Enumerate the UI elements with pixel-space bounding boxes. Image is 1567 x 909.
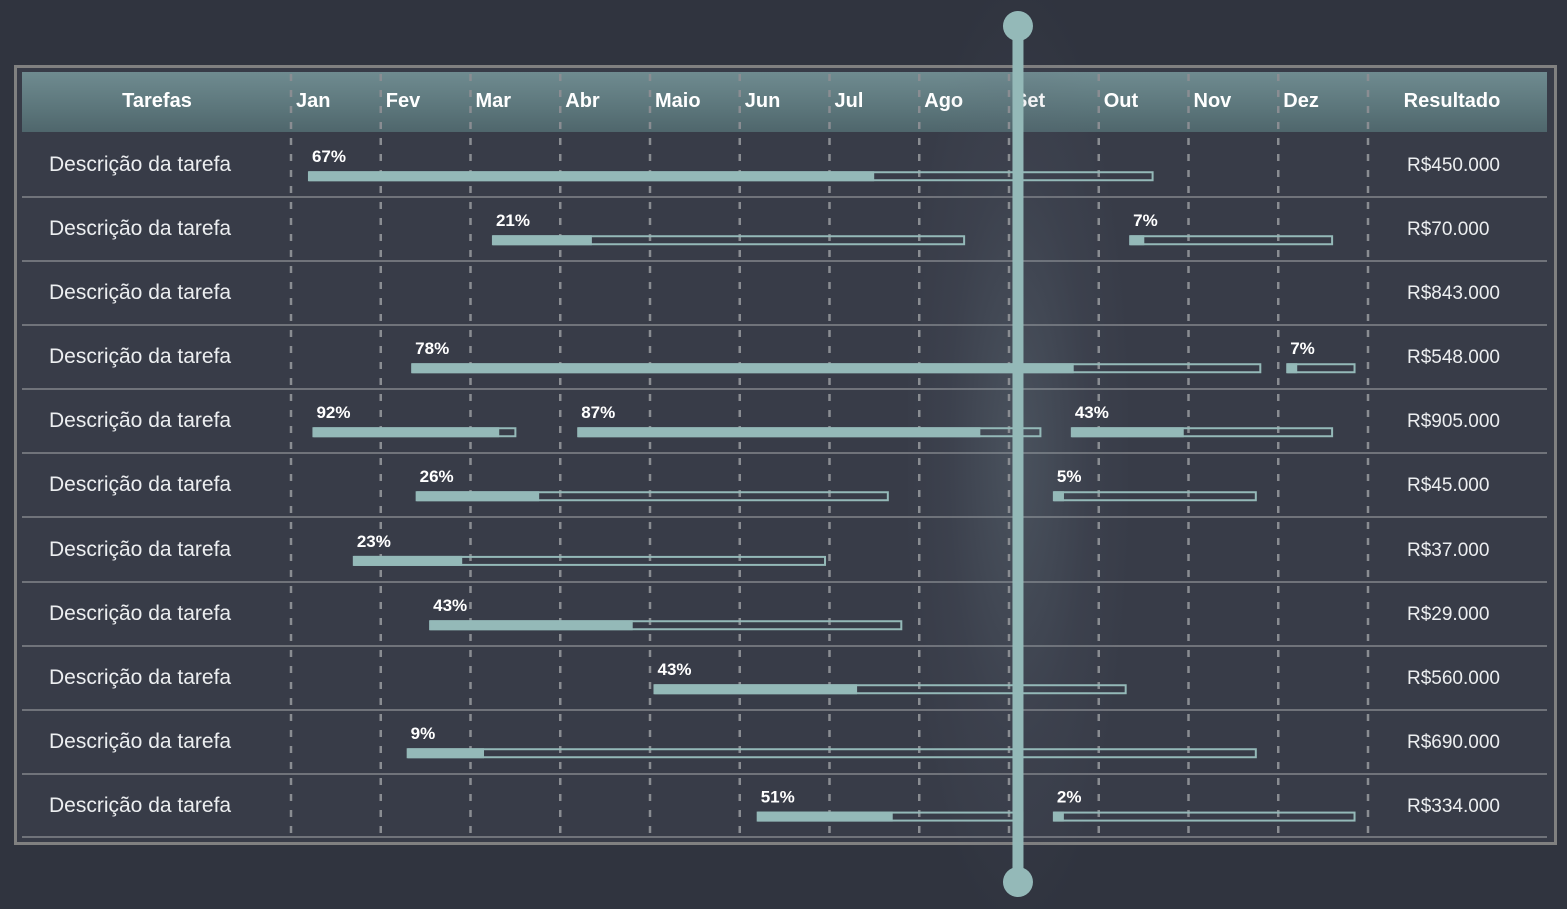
progress-label: 7% <box>1133 211 1158 230</box>
task-description: Descrição da tarefa <box>49 666 232 689</box>
result-value: R$548.000 <box>1407 347 1500 368</box>
gantt-table-frame <box>14 65 1557 845</box>
result-value: R$37.000 <box>1407 539 1490 561</box>
task-bar-progress <box>313 427 500 438</box>
month-label: Abr <box>565 90 600 112</box>
task-bar-progress <box>407 748 485 759</box>
progress-label: 87% <box>581 403 615 422</box>
task-bar-progress <box>1130 235 1145 246</box>
task-bar-progress <box>353 555 463 566</box>
task-bar-progress <box>308 171 875 182</box>
result-value: R$450.000 <box>1407 155 1500 176</box>
month-label: Jul <box>834 90 864 112</box>
table-row <box>22 198 1547 262</box>
month-label: Fev <box>385 90 421 112</box>
table-header <box>22 72 1547 132</box>
task-description: Descrição da tarefa <box>49 345 232 368</box>
result-value: R$905.000 <box>1407 411 1500 432</box>
progress-label: 7% <box>1290 339 1315 358</box>
progress-label: 43% <box>1075 403 1109 422</box>
task-bar-progress <box>1053 811 1064 822</box>
task-description: Descrição da tarefa <box>49 537 232 561</box>
month-label: Maio <box>655 90 701 112</box>
table-row <box>22 647 1547 711</box>
progress-label: 78% <box>415 339 449 358</box>
task-description: Descrição da tarefa <box>49 409 232 432</box>
result-value: R$334.000 <box>1407 795 1500 817</box>
table-row <box>22 454 1547 518</box>
task-bar-outline <box>1129 235 1334 246</box>
task-description: Descrição da tarefa <box>49 217 232 240</box>
result-value: R$29.000 <box>1407 604 1490 625</box>
progress-label: 21% <box>496 211 530 230</box>
today-marker-knob <box>1002 11 1033 41</box>
progress-label: 23% <box>357 532 391 551</box>
header-tasks: Tarefas <box>122 90 192 112</box>
task-bar-progress <box>757 811 893 822</box>
task-bar-progress <box>654 684 858 695</box>
progress-label: 9% <box>411 724 436 743</box>
task-bar-progress <box>492 235 592 246</box>
header-result: Resultado <box>1403 90 1501 112</box>
table-row <box>22 262 1547 326</box>
month-label: Mar <box>475 90 512 112</box>
task-bar-progress <box>416 491 540 502</box>
progress-label: 5% <box>1057 467 1082 486</box>
month-label: Jun <box>744 90 781 112</box>
table-row <box>22 390 1547 454</box>
task-bar-progress <box>578 427 981 438</box>
progress-label: 51% <box>761 788 795 807</box>
task-bar-outline <box>406 748 1257 759</box>
table-row <box>22 134 1547 198</box>
progress-label: 43% <box>433 596 467 615</box>
task-description: Descrição da tarefa <box>49 473 232 496</box>
month-label: Jan <box>296 90 331 112</box>
result-value: R$690.000 <box>1407 732 1500 753</box>
task-description: Descrição da tarefa <box>49 730 232 753</box>
month-label: Nov <box>1193 90 1232 112</box>
task-bar-progress <box>1071 427 1184 438</box>
table-row <box>22 775 1547 838</box>
task-bar-outline <box>1052 491 1257 502</box>
task-description: Descrição da tarefa <box>49 153 232 176</box>
result-value: R$70.000 <box>1407 219 1490 240</box>
progress-label: 92% <box>316 403 350 422</box>
progress-label: 2% <box>1057 788 1082 807</box>
progress-label: 43% <box>657 660 691 679</box>
task-description: Descrição da tarefa <box>49 602 232 625</box>
task-bar-progress <box>412 363 1074 374</box>
progress-label: 67% <box>312 147 346 166</box>
result-value: R$843.000 <box>1407 283 1500 304</box>
today-marker-knob <box>1002 867 1033 897</box>
task-bar-outline <box>1286 363 1356 374</box>
month-label: Dez <box>1283 90 1319 112</box>
task-description: Descrição da tarefa <box>49 281 232 304</box>
month-label: Ago <box>924 90 964 112</box>
progress-label: 26% <box>420 467 454 486</box>
table-row <box>22 583 1547 647</box>
table-row <box>22 326 1547 390</box>
task-bar-progress <box>1287 363 1298 374</box>
task-description: Descrição da tarefa <box>49 793 232 817</box>
task-bar-progress <box>430 620 633 631</box>
table-row <box>22 518 1547 583</box>
task-bar-progress <box>1053 491 1064 502</box>
table-row <box>22 711 1547 775</box>
result-value: R$45.000 <box>1407 475 1490 496</box>
result-value: R$560.000 <box>1407 668 1500 689</box>
month-label: Out <box>1103 90 1139 112</box>
